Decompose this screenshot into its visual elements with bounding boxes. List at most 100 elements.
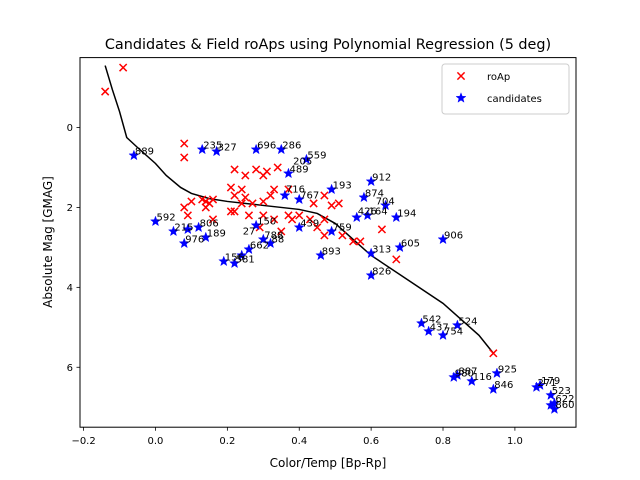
point-label: 581 [236,254,255,265]
candidate-point [491,367,503,378]
legend-entry: roAp [456,71,510,83]
x-tick-label: −0.2 [71,436,95,447]
candidate-point [293,193,305,205]
roap-point [230,207,239,216]
point-label: 156 [225,252,244,263]
x-tick-label: 0.0 [148,436,164,447]
point-label: 754 [444,326,463,337]
candidate-point [351,211,363,223]
roap-point [259,197,268,206]
point-label: 806 [200,218,219,229]
fit-line [104,65,494,354]
point-label: 889 [135,147,154,158]
roap-point [320,191,329,200]
roap-point [251,165,261,174]
point-label: 704 [376,196,395,207]
candidate-point [279,189,291,201]
candidate-point [149,215,161,227]
x-axis: −0.2 0.0 0.2 0.4 0.6 0.8 1.0 [71,427,523,447]
legend-marker [455,92,467,103]
point-label: 313 [372,244,391,255]
candidate-point [423,325,435,336]
candidate-point [365,175,377,187]
candidate-point [182,223,194,235]
legend: roAp candidates [441,63,570,115]
point-label: 976 [185,234,204,245]
roap-point [118,63,128,72]
point-label: 592 [157,212,176,223]
roap-point [295,211,304,220]
point-label: 716 [286,185,305,196]
roap-point [269,215,279,224]
roap-point [180,203,189,212]
point-label: 906 [444,230,463,241]
candidate-point [229,257,241,269]
y-tick-label: 4 [67,283,73,294]
point-label: 439 [300,218,319,229]
roap-point [237,185,246,194]
legend-entries: roAp candidates [455,71,542,105]
fit-line-layer [104,65,494,354]
candidate-point [437,329,449,340]
point-label: 426 [358,206,377,217]
candidate-point [415,317,427,328]
point-label: 622 [555,394,574,405]
candidate-point [193,221,205,233]
x-tick-label: 0.2 [219,436,235,447]
roap-point [284,185,293,194]
candidate-point [380,199,391,211]
roap-point [377,225,387,234]
roap-point [320,231,329,240]
candidate-point [128,149,140,161]
point-label: 164 [369,206,388,217]
candidate-point [358,191,370,203]
candidate-point [390,211,402,223]
candidate-point [394,241,406,253]
point-label: 925 [498,364,517,375]
point-label: 826 [372,266,391,277]
roap-point [273,163,282,172]
roap-point [392,255,401,264]
roap-point [237,199,246,208]
candidate-point [437,233,449,245]
candidate-point [548,403,560,414]
candidate-point [293,221,305,233]
roap-point [309,199,318,208]
roap-point [183,211,192,220]
point-label: 887 [458,366,477,377]
point-label: 271 [538,378,557,389]
point-label: 27 [243,226,256,237]
point-label: 215 [174,222,193,233]
roap-point [230,191,239,200]
y-tick-label: 0 [67,123,73,134]
point-label: 286 [282,141,301,152]
point-label: 912 [372,173,391,184]
candidate-point [218,255,230,267]
point-label: 759 [333,222,352,233]
legend-entry: candidates [455,92,542,105]
roap-point [226,207,236,216]
candidate-point [243,243,255,255]
y-axis-label: Absolute Mag [GMAG] [41,176,55,308]
candidate-point [365,269,377,281]
candidate-point [365,247,377,259]
candidate-point [362,209,374,221]
point-label: 788 [264,230,283,241]
series-candidates [128,143,560,414]
x-tick-label: 0.8 [435,436,451,447]
roap-point [241,193,250,202]
roap-point [180,139,189,148]
roap-point [305,215,315,224]
point-label: 235 [203,141,222,152]
point-label: 860 [555,400,574,411]
candidate-point [167,225,179,237]
candidate-point [282,167,294,179]
roap-point [349,237,358,246]
candidate-point [451,369,463,380]
point-label: 194 [397,208,416,219]
roap-point [101,87,110,96]
candidate-point [466,375,478,386]
roap-point [327,201,336,210]
